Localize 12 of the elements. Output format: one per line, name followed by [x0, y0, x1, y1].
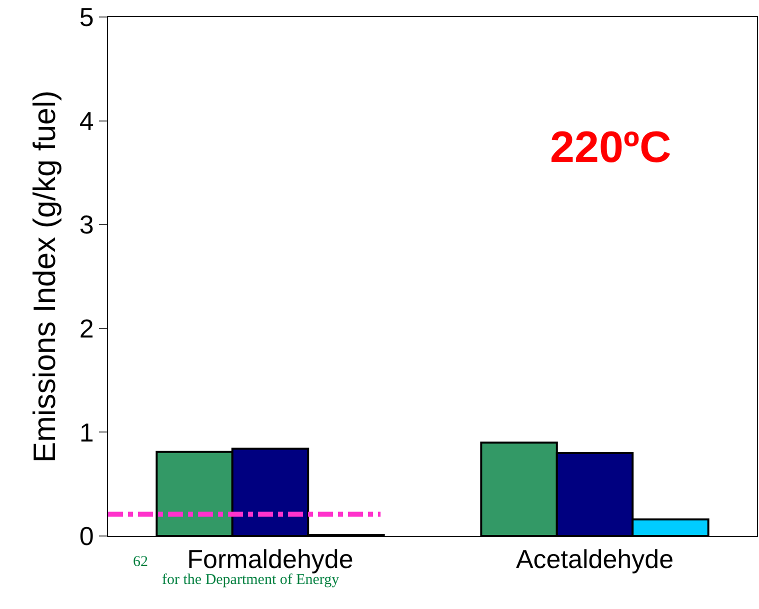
y-axis-title: Emissions Index (g/kg fuel)	[26, 90, 62, 463]
annotation: 220ºC	[550, 123, 672, 172]
y-tick-label: 5	[79, 2, 94, 32]
text: 62	[133, 554, 148, 570]
y-tick-label: 1	[79, 417, 94, 448]
text: for the Department of Energy	[162, 572, 340, 588]
y-tick-label: 3	[79, 210, 94, 240]
x-tick-label: Acetaldehyde	[516, 544, 674, 574]
y-tick-label: 2	[79, 314, 94, 344]
y-tick-label: 4	[79, 106, 94, 136]
x-tick-label: Formaldehyde	[187, 544, 354, 574]
y-tick-label: 0	[79, 521, 94, 552]
